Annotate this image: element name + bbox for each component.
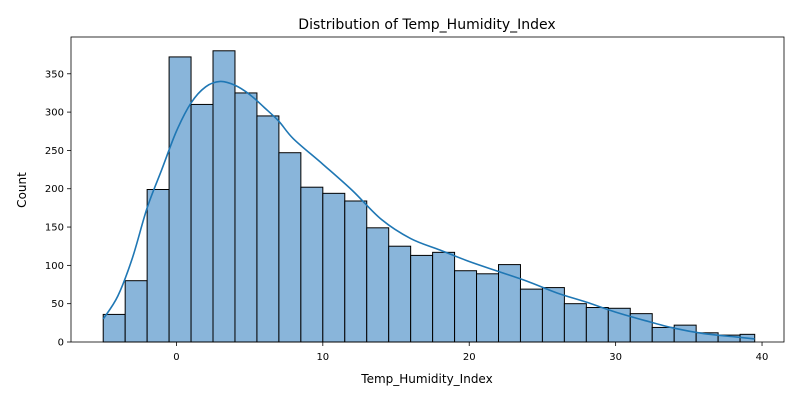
histogram-bar bbox=[322, 192, 346, 343]
y-tick-label: 200 bbox=[45, 184, 64, 195]
x-tick-label: 40 bbox=[756, 352, 769, 363]
histogram-bar bbox=[476, 273, 500, 343]
plot-frame bbox=[70, 36, 785, 343]
histogram-bar bbox=[256, 115, 280, 343]
y-axis-title: Count bbox=[15, 172, 29, 208]
y-tick-label: 150 bbox=[45, 223, 64, 234]
histogram-bar bbox=[498, 264, 521, 343]
histogram-bar bbox=[454, 270, 478, 343]
y-tick-label: 50 bbox=[51, 299, 64, 310]
histogram-bar bbox=[651, 326, 675, 343]
x-tick-label: 20 bbox=[463, 352, 476, 363]
y-tick-label: 0 bbox=[58, 338, 64, 349]
x-tick-label: 0 bbox=[173, 352, 179, 363]
histogram-bar bbox=[563, 303, 587, 343]
x-axis-ticks: 0 10 20 30 40 bbox=[173, 342, 768, 363]
histogram-bar bbox=[124, 280, 148, 343]
histogram-bar bbox=[366, 227, 390, 343]
y-tick-label: 300 bbox=[45, 108, 64, 119]
chart-title: Distribution of Temp_Humidity_Index bbox=[298, 17, 555, 33]
histogram-bar bbox=[278, 152, 302, 343]
y-axis-ticks: 0 50 100 150 200 250 300 350 bbox=[45, 69, 71, 349]
x-tick-label: 30 bbox=[609, 352, 622, 363]
histogram-bar bbox=[190, 103, 214, 343]
x-axis-title: Temp_Humidity_Index bbox=[360, 372, 492, 386]
histogram-bar bbox=[388, 245, 412, 343]
y-tick-label: 250 bbox=[45, 146, 64, 157]
x-tick-label: 10 bbox=[316, 352, 329, 363]
histogram-bar bbox=[410, 254, 434, 343]
histogram-bar bbox=[212, 50, 236, 343]
histogram-bar bbox=[234, 92, 258, 343]
histogram-bar bbox=[673, 324, 697, 343]
histogram-bar bbox=[300, 186, 324, 343]
bars-layer bbox=[102, 50, 756, 343]
histogram-bar bbox=[146, 189, 170, 343]
histogram-bar bbox=[519, 288, 543, 343]
y-tick-label: 350 bbox=[45, 69, 64, 80]
histogram-bar bbox=[102, 313, 126, 343]
histogram-bar bbox=[541, 287, 565, 343]
histogram-bar bbox=[168, 56, 192, 343]
histogram-bar bbox=[344, 200, 368, 343]
kde-line bbox=[102, 80, 755, 340]
y-tick-label: 100 bbox=[45, 261, 64, 272]
histogram-bar bbox=[432, 251, 456, 343]
histogram-bar bbox=[585, 307, 609, 343]
